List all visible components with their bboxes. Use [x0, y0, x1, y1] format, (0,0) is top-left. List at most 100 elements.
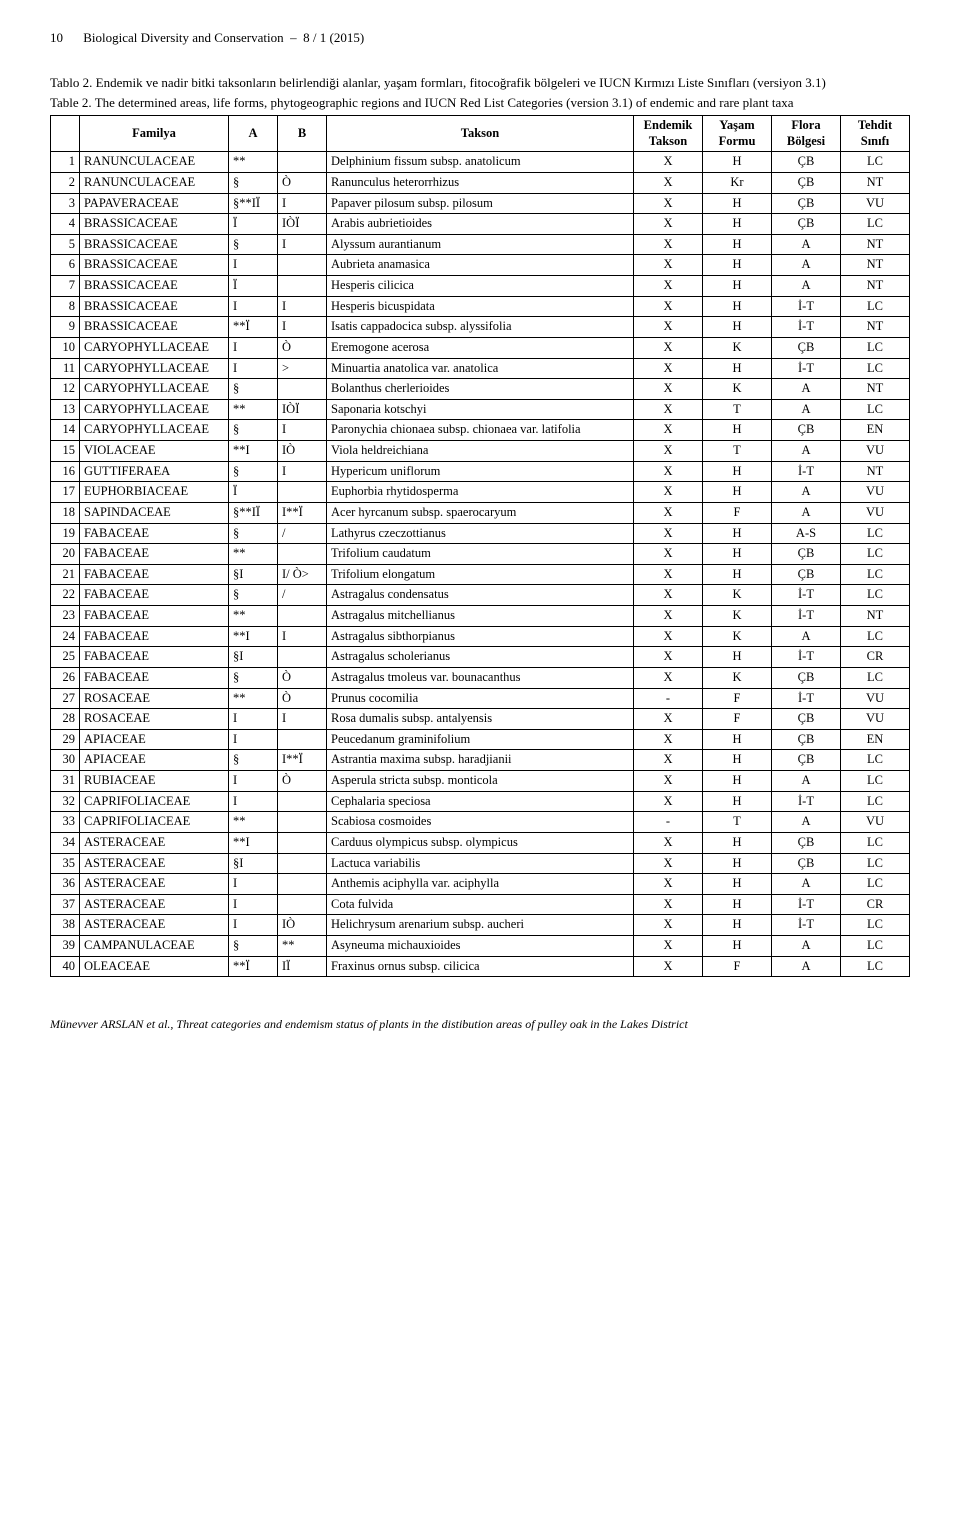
cell-threat: LC — [841, 667, 910, 688]
cell-a: §I — [229, 647, 278, 668]
cell-num: 24 — [51, 626, 80, 647]
cell-b: I — [278, 317, 327, 338]
cell-flora: İ-T — [772, 688, 841, 709]
cell-taxon: Minuartia anatolica var. anatolica — [327, 358, 634, 379]
table-row: 13CARYOPHYLLACEAE**IÒÏSaponaria kotschyi… — [51, 399, 910, 420]
cell-taxon: Astragalus condensatus — [327, 585, 634, 606]
cell-endemic: X — [634, 791, 703, 812]
cell-flora: A — [772, 956, 841, 977]
cell-lifeform: F — [703, 709, 772, 730]
cell-endemic: X — [634, 564, 703, 585]
table-row: 32CAPRIFOLIACEAEICephalaria speciosaXHİ-… — [51, 791, 910, 812]
cell-b: Ò — [278, 688, 327, 709]
table-row: 2RANUNCULACEAE§ÒRanunculus heterorrhizus… — [51, 172, 910, 193]
cell-b: I — [278, 193, 327, 214]
cell-flora: İ-T — [772, 606, 841, 627]
cell-family: BRASSICACEAE — [80, 317, 229, 338]
cell-b: IÏ — [278, 956, 327, 977]
table-row: 11CARYOPHYLLACEAEI>Minuartia anatolica v… — [51, 358, 910, 379]
table-row: 26FABACEAE§ÒAstragalus tmoleus var. boun… — [51, 667, 910, 688]
cell-flora: A-S — [772, 523, 841, 544]
cell-lifeform: H — [703, 193, 772, 214]
cell-b — [278, 791, 327, 812]
col-yasam-line2: Formu — [707, 134, 767, 150]
cell-family: ASTERACEAE — [80, 853, 229, 874]
cell-threat: LC — [841, 853, 910, 874]
cell-taxon: Lactuca variabilis — [327, 853, 634, 874]
cell-endemic: X — [634, 606, 703, 627]
col-tehdit: Tehdit Sınıfı — [841, 116, 910, 152]
cell-a: §I — [229, 564, 278, 585]
cell-b — [278, 276, 327, 297]
cell-taxon: Astragalus tmoleus var. bounacanthus — [327, 667, 634, 688]
cell-taxon: Hesperis cilicica — [327, 276, 634, 297]
cell-lifeform: K — [703, 379, 772, 400]
cell-taxon: Lathyrus czeczottianus — [327, 523, 634, 544]
cell-endemic: X — [634, 647, 703, 668]
cell-lifeform: H — [703, 894, 772, 915]
cell-family: OLEACEAE — [80, 956, 229, 977]
cell-family: ASTERACEAE — [80, 894, 229, 915]
cell-flora: ÇB — [772, 214, 841, 235]
cell-a: I — [229, 358, 278, 379]
cell-threat: EN — [841, 729, 910, 750]
cell-family: PAPAVERACEAE — [80, 193, 229, 214]
table-row: 9BRASSICACEAE**ÏIIsatis cappadocica subs… — [51, 317, 910, 338]
cell-threat: LC — [841, 358, 910, 379]
cell-endemic: X — [634, 337, 703, 358]
cell-lifeform: H — [703, 853, 772, 874]
cell-taxon: Delphinium fissum subsp. anatolicum — [327, 152, 634, 173]
cell-num: 28 — [51, 709, 80, 730]
cell-taxon: Rosa dumalis subsp. antalyensis — [327, 709, 634, 730]
cell-num: 30 — [51, 750, 80, 771]
cell-b: ** — [278, 936, 327, 957]
cell-taxon: Arabis aubrietioides — [327, 214, 634, 235]
cell-taxon: Asperula stricta subsp. monticola — [327, 771, 634, 792]
cell-lifeform: H — [703, 564, 772, 585]
cell-b: Ò — [278, 667, 327, 688]
cell-num: 4 — [51, 214, 80, 235]
cell-b — [278, 482, 327, 503]
cell-b — [278, 853, 327, 874]
cell-num: 22 — [51, 585, 80, 606]
cell-taxon: Astragalus mitchellianus — [327, 606, 634, 627]
cell-b — [278, 606, 327, 627]
table-row: 18SAPINDACEAE§**IÏI**ÏAcer hyrcanum subs… — [51, 502, 910, 523]
table-header-row: Familya A B Takson Endemik Takson Yaşam … — [51, 116, 910, 152]
cell-flora: A — [772, 441, 841, 462]
cell-threat: VU — [841, 482, 910, 503]
cell-taxon: Acer hyrcanum subsp. spaerocaryum — [327, 502, 634, 523]
cell-endemic: X — [634, 296, 703, 317]
cell-flora: A — [772, 812, 841, 833]
cell-b: I/ Ò> — [278, 564, 327, 585]
cell-flora: ÇB — [772, 853, 841, 874]
cell-endemic: - — [634, 688, 703, 709]
cell-flora: A — [772, 255, 841, 276]
cell-taxon: Hypericum uniflorum — [327, 461, 634, 482]
cell-b: I**Ï — [278, 750, 327, 771]
cell-lifeform: H — [703, 832, 772, 853]
cell-endemic: X — [634, 193, 703, 214]
cell-endemic: X — [634, 441, 703, 462]
cell-lifeform: H — [703, 317, 772, 338]
cell-taxon: Carduus olympicus subsp. olympicus — [327, 832, 634, 853]
cell-lifeform: H — [703, 214, 772, 235]
table-row: 28ROSACEAEIIRosa dumalis subsp. antalyen… — [51, 709, 910, 730]
cell-num: 26 — [51, 667, 80, 688]
cell-lifeform: H — [703, 234, 772, 255]
cell-b: I — [278, 709, 327, 730]
cell-flora: İ-T — [772, 358, 841, 379]
col-flora-line1: Flora — [776, 118, 836, 134]
cell-lifeform: H — [703, 544, 772, 565]
table-row: 17EUPHORBIACEAEÏEuphorbia rhytidospermaX… — [51, 482, 910, 503]
col-yasam: Yaşam Formu — [703, 116, 772, 152]
cell-b: IÒ — [278, 441, 327, 462]
cell-a: §**IÏ — [229, 193, 278, 214]
cell-flora: İ-T — [772, 647, 841, 668]
table-row: 34ASTERACEAE**ICarduus olympicus subsp. … — [51, 832, 910, 853]
footer-authors: Münevver ARSLAN et al. — [50, 1017, 170, 1031]
cell-threat: NT — [841, 172, 910, 193]
cell-family: FABACEAE — [80, 585, 229, 606]
col-b: B — [278, 116, 327, 152]
cell-threat: LC — [841, 564, 910, 585]
